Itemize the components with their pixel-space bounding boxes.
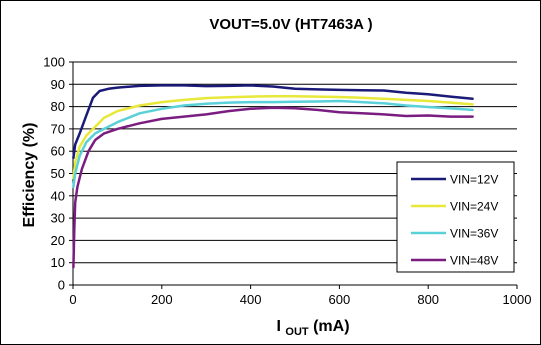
y-tick-label: 20: [51, 233, 65, 248]
grid-layer: [73, 61, 517, 264]
x-axis-label-unit: (mA): [313, 318, 349, 335]
series-line-1: [72, 84, 474, 160]
y-tick-label: 90: [51, 77, 65, 92]
y-tick-label: 100: [43, 55, 65, 70]
series-line-2: [72, 95, 474, 180]
y-tick-label: 40: [51, 188, 65, 203]
y-tick-label: 10: [51, 255, 65, 270]
x-axis-label-sub: OUT: [285, 326, 309, 338]
y-tick-label: 80: [51, 99, 65, 114]
x-axis-label-main: I: [276, 318, 280, 335]
x-axis-label: I OUT (mA): [276, 318, 349, 339]
legend-label-4: VIN=48V: [450, 254, 498, 268]
y-tick-label: 50: [51, 166, 65, 181]
x-tick-labels: 0 200 400 600 800 1000: [69, 292, 531, 307]
x-tick-label: 200: [151, 292, 173, 307]
y-tick-labels: 0 10 20 30 40 50 60 70 80 90 100: [43, 55, 65, 293]
x-tick-label: 800: [417, 292, 439, 307]
legend-label-1: VIN=12V: [450, 173, 498, 187]
legend-label-2: VIN=24V: [450, 200, 498, 214]
x-tick-label: 0: [69, 292, 76, 307]
legend-label-3: VIN=36V: [450, 227, 498, 241]
legend: VIN=12V VIN=24V VIN=36V VIN=48V: [396, 161, 515, 273]
x-tick-label: 600: [329, 292, 351, 307]
x-tick-label: 400: [240, 292, 262, 307]
y-tick-label: 0: [58, 278, 65, 293]
series-line-4: [72, 106, 474, 269]
series-line-3: [72, 99, 474, 189]
y-axis-label: Efficiency (%): [21, 123, 38, 228]
chart-title: VOUT=5.0V (HT7463A ): [209, 16, 372, 33]
series-layer: [72, 84, 474, 269]
y-tick-label: 30: [51, 211, 65, 226]
y-tick-label: 60: [51, 144, 65, 159]
y-tick-label: 70: [51, 121, 65, 136]
x-tick-label: 1000: [503, 292, 532, 307]
legend-box: [396, 161, 515, 273]
